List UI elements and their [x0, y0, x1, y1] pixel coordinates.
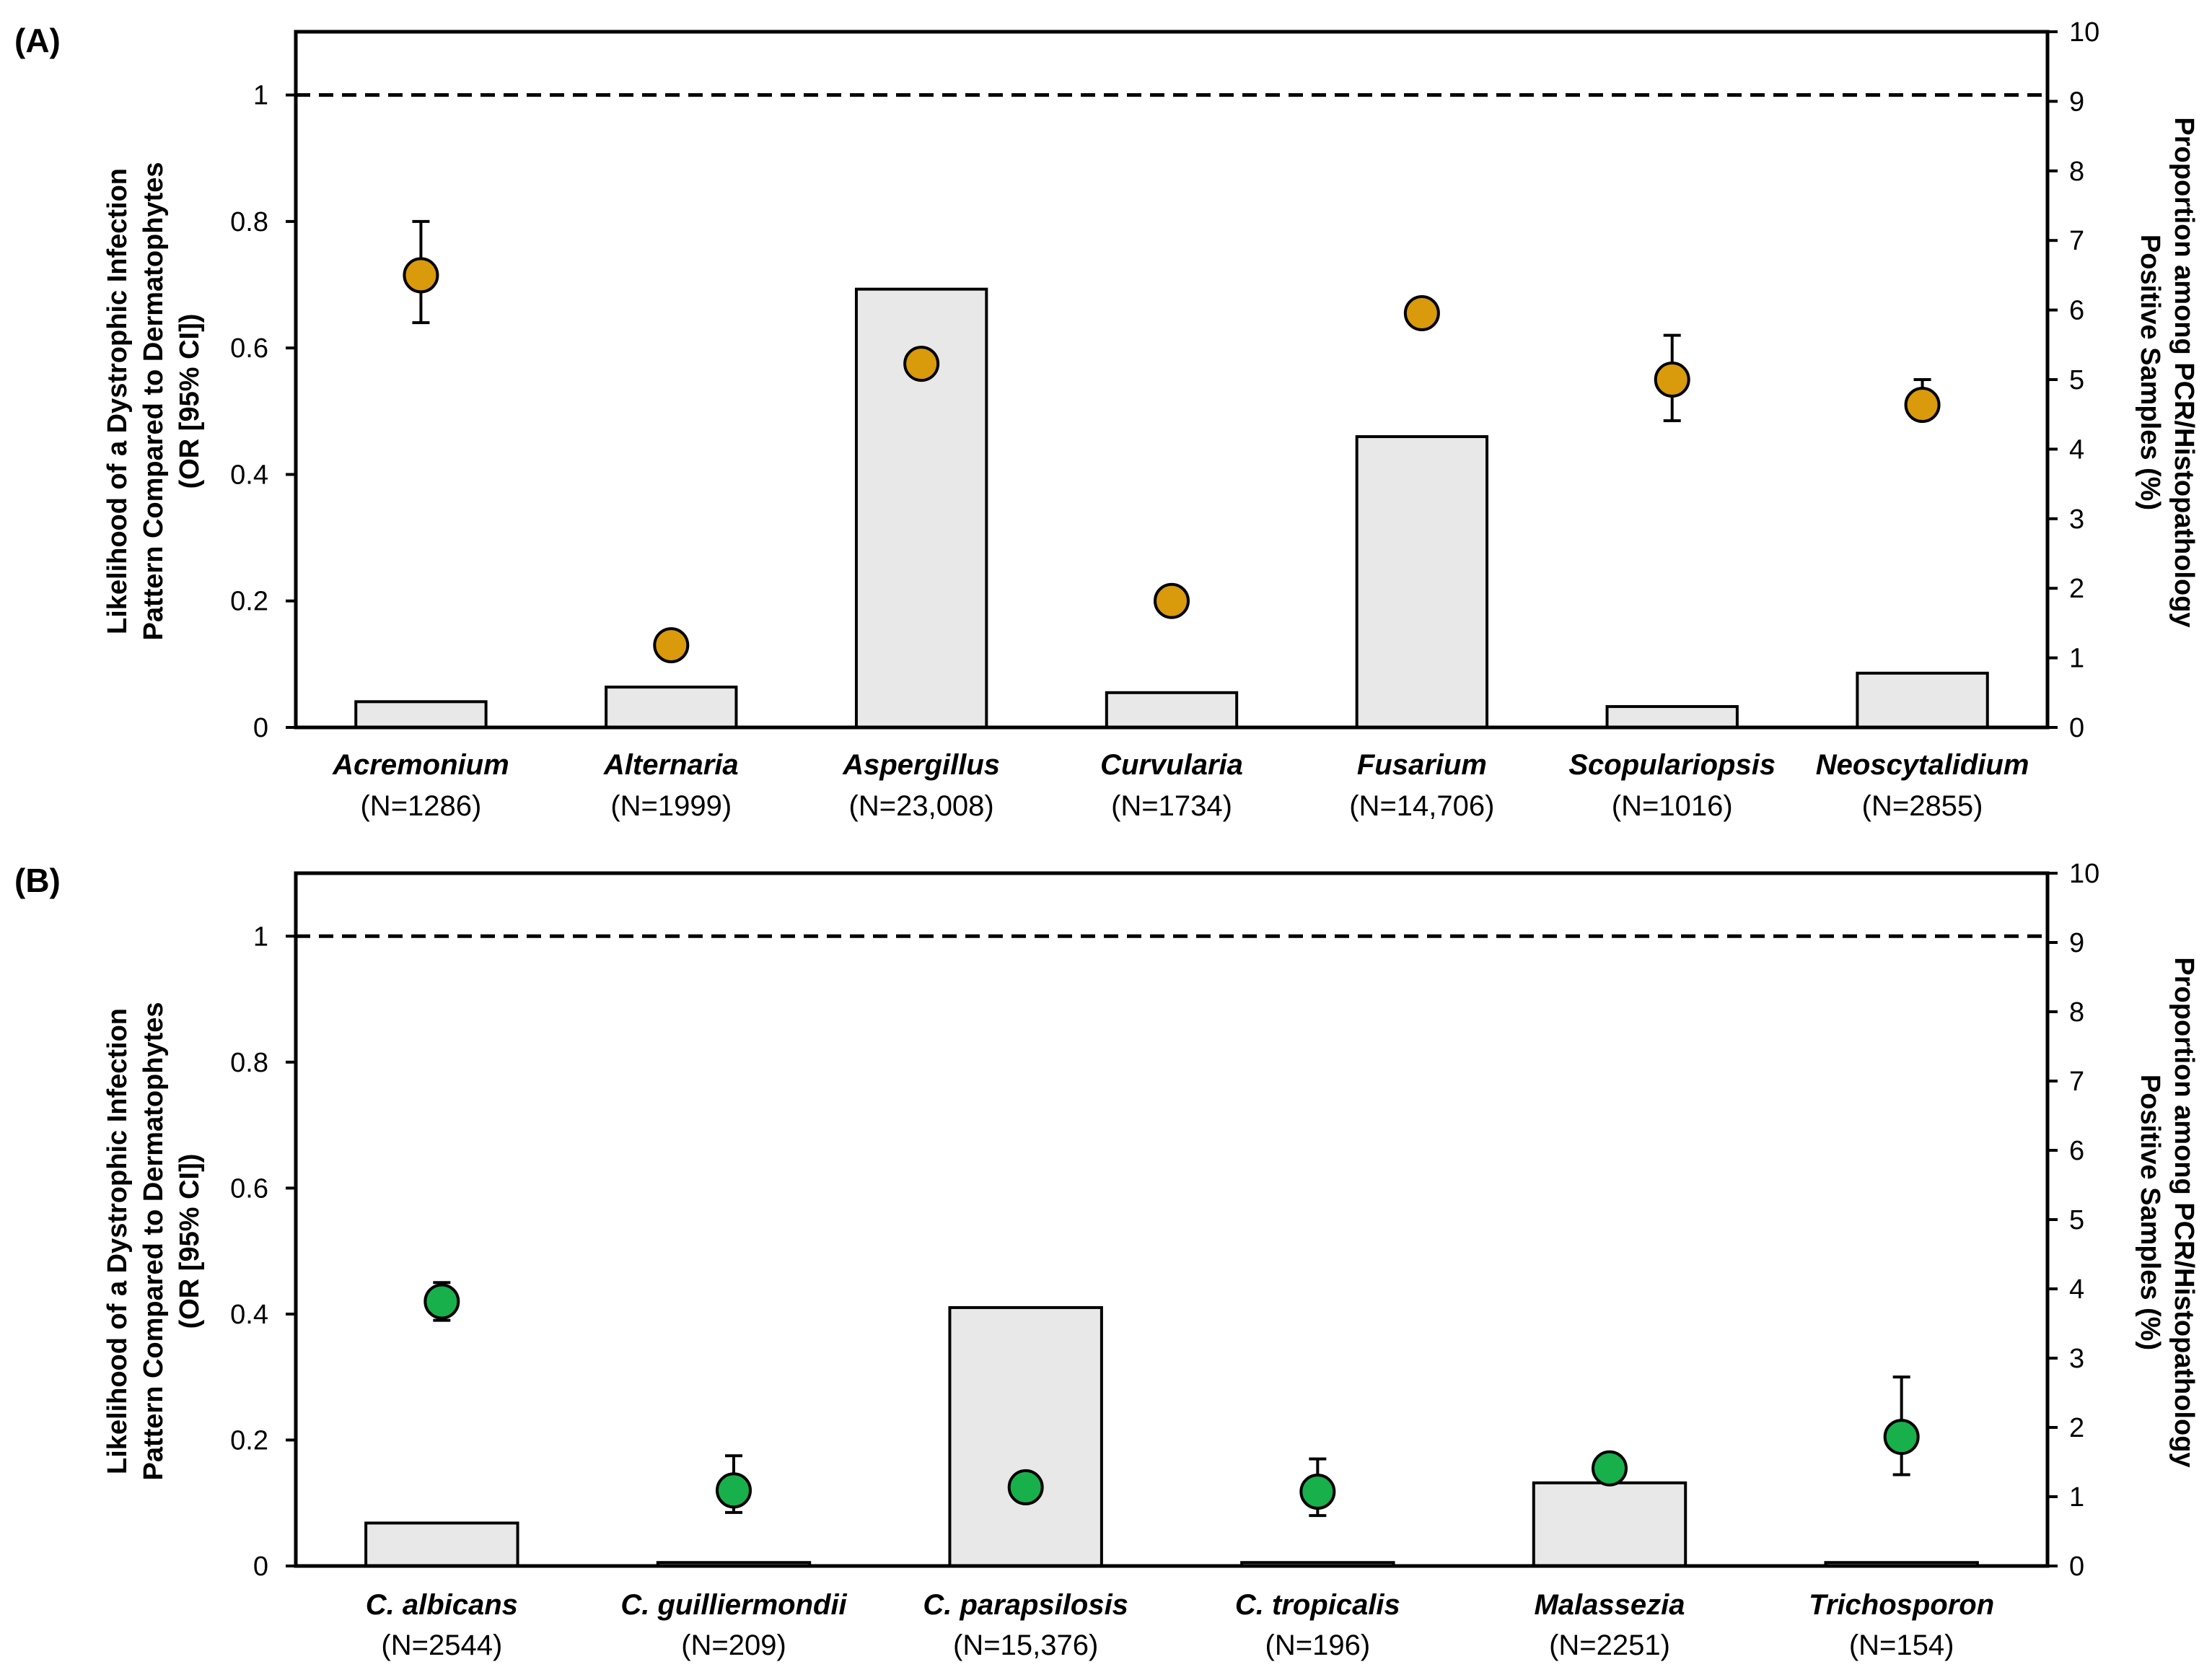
left-axis-title: Pattern Compared to Dermatophytes — [139, 1002, 169, 1480]
category-count: (N=1286) — [360, 790, 481, 822]
right-axis-title: Proportion among PCR/Histopathology — [2169, 957, 2199, 1467]
or-marker-c-albicans — [423, 1283, 460, 1320]
or-marker-c-tropicalis — [1299, 1474, 1336, 1510]
bar-scopulariopsis — [1605, 705, 1739, 730]
category-label: Scopulariopsis — [1568, 749, 1776, 781]
right-tick-label: 8 — [2069, 157, 2084, 187]
left-axis-title: Pattern Compared to Dermatophytes — [139, 162, 169, 640]
category-label: Alternaria — [603, 749, 739, 781]
right-tick-label: 1 — [2069, 644, 2084, 674]
category-label: Acremonium — [332, 749, 509, 781]
panel-label: (B) — [14, 862, 61, 899]
right-axis-title: Proportion among PCR/Histopathology — [2169, 117, 2199, 627]
category-label: C. albicans — [366, 1589, 518, 1621]
plot-frame — [294, 30, 2050, 730]
right-tick-label: 3 — [2069, 1344, 2084, 1374]
or-marker-alternaria — [653, 627, 690, 664]
category-count: (N=2855) — [1862, 790, 1983, 822]
left-tick-label: 0.4 — [230, 1300, 268, 1330]
right-tick-label: 8 — [2069, 997, 2084, 1028]
category-label: Curvularia — [1100, 749, 1243, 781]
right-tick-label: 0 — [2069, 713, 2084, 743]
right-tick-label: 7 — [2069, 226, 2084, 256]
right-tick-label: 0 — [2069, 1552, 2084, 1582]
right-tick-label: 2 — [2069, 574, 2084, 604]
bar-c-parapsilosis — [948, 1305, 1103, 1568]
left-axis-title: Likelihood of a Dystrophic Infection — [102, 168, 133, 634]
or-marker-trichosporon — [1883, 1419, 1920, 1456]
category-count: (N=1999) — [610, 790, 732, 822]
or-marker-c-guilliermondii — [716, 1472, 752, 1509]
or-marker-c-parapsilosis — [1007, 1469, 1044, 1505]
bar-neoscytalidium — [1856, 671, 1989, 729]
left-tick-label: 0.2 — [230, 587, 268, 617]
bar-alternaria — [605, 686, 738, 730]
left-tick-label: 0.6 — [230, 1173, 268, 1204]
or-marker-curvularia — [1154, 582, 1190, 619]
right-tick-label: 4 — [2069, 1274, 2084, 1305]
right-tick-label: 7 — [2069, 1067, 2084, 1097]
or-marker-malassezia — [1592, 1450, 1628, 1487]
right-tick-label: 6 — [2069, 1136, 2084, 1166]
or-marker-aspergillus — [903, 346, 940, 382]
right-axis-title: Positive Samples (%) — [2135, 1075, 2165, 1350]
left-tick-label: 1 — [253, 81, 268, 111]
category-label: Trichosporon — [1809, 1589, 1994, 1621]
category-count: (N=14,706) — [1349, 790, 1494, 822]
left-tick-label: 0.8 — [230, 207, 268, 237]
category-label: Malassezia — [1534, 1589, 1685, 1621]
left-tick-label: 0 — [253, 713, 268, 743]
right-tick-label: 10 — [2069, 859, 2099, 889]
bar-acremonium — [354, 700, 488, 729]
category-label: C. tropicalis — [1235, 1589, 1400, 1621]
category-count: (N=154) — [1849, 1629, 1954, 1661]
right-tick-label: 10 — [2069, 17, 2099, 48]
bar-malassezia — [1532, 1481, 1687, 1568]
category-label: Fusarium — [1357, 749, 1487, 781]
left-tick-label: 0.2 — [230, 1425, 268, 1456]
plot-frame — [294, 871, 2050, 1568]
right-tick-label: 1 — [2069, 1482, 2084, 1513]
right-axis-title: Positive Samples (%) — [2135, 235, 2165, 510]
right-tick-label: 4 — [2069, 434, 2084, 465]
left-tick-label: 1 — [253, 922, 268, 952]
category-count: (N=1016) — [1612, 790, 1733, 822]
or-marker-acremonium — [403, 257, 439, 294]
bar-c-albicans — [364, 1521, 519, 1567]
category-count: (N=15,376) — [953, 1629, 1098, 1661]
left-axis-title: Likelihood of a Dystrophic Infection — [102, 1008, 133, 1474]
right-tick-label: 2 — [2069, 1413, 2084, 1443]
category-count: (N=2251) — [1549, 1629, 1670, 1661]
chart-panel-a: (A)00.20.40.60.81012345678910Acremonium(… — [14, 17, 2199, 822]
category-label: C. parapsilosis — [923, 1589, 1128, 1621]
category-count: (N=2544) — [381, 1629, 502, 1661]
left-axis-title: (OR [95% CI]) — [175, 314, 205, 489]
category-label: C. guilliermondii — [620, 1589, 847, 1621]
right-tick-label: 5 — [2069, 1205, 2084, 1235]
or-marker-scopulariopsis — [1654, 362, 1690, 398]
panel-label: (A) — [14, 22, 61, 59]
or-marker-neoscytalidium — [1904, 387, 1941, 424]
right-tick-label: 9 — [2069, 87, 2084, 117]
right-tick-label: 5 — [2069, 365, 2084, 395]
category-count: (N=196) — [1265, 1629, 1371, 1661]
left-tick-label: 0.4 — [230, 460, 268, 490]
left-tick-label: 0 — [253, 1552, 268, 1582]
or-marker-fusarium — [1403, 294, 1440, 331]
category-count: (N=23,008) — [849, 790, 994, 822]
left-axis-title: (OR [95% CI]) — [175, 1154, 205, 1329]
bar-curvularia — [1105, 691, 1239, 729]
right-tick-label: 3 — [2069, 504, 2084, 535]
category-count: (N=1734) — [1111, 790, 1232, 822]
right-tick-label: 6 — [2069, 296, 2084, 326]
bar-fusarium — [1355, 435, 1489, 729]
category-label: Aspergillus — [842, 749, 1000, 781]
left-tick-label: 0.6 — [230, 333, 268, 364]
category-count: (N=209) — [681, 1629, 786, 1661]
right-tick-label: 9 — [2069, 928, 2084, 958]
category-label: Neoscytalidium — [1816, 749, 2029, 781]
left-tick-label: 0.8 — [230, 1048, 268, 1078]
